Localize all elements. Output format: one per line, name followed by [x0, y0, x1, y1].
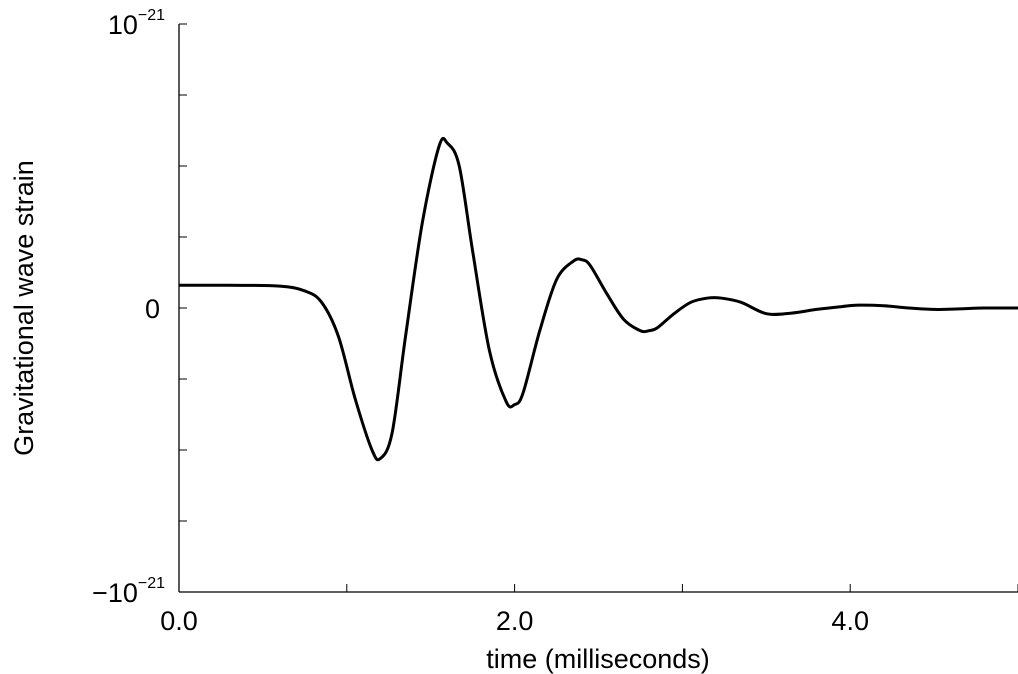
- series-line: [178, 136, 1018, 462]
- x-tick-label: 0.0: [160, 606, 198, 636]
- x-ticks: [178, 584, 1018, 592]
- y-tick-label: 0: [145, 294, 160, 324]
- y-tick-label: 10−21: [108, 7, 165, 40]
- x-axis-title: time (milliseconds): [486, 644, 710, 674]
- y-ticks: [179, 23, 187, 593]
- plot-frame: [178, 24, 1018, 593]
- y-tick-label: −10−21: [92, 575, 165, 608]
- x-tick-label: 2.0: [496, 606, 534, 636]
- y-axis-title: Gravitational wave strain: [9, 160, 39, 456]
- y-tick-labels: 10−21 0 −10−21: [92, 7, 165, 608]
- series-layer: [178, 136, 1018, 462]
- x-tick-labels: 0.0 2.0 4.0: [160, 606, 869, 636]
- x-tick-label: 4.0: [831, 606, 869, 636]
